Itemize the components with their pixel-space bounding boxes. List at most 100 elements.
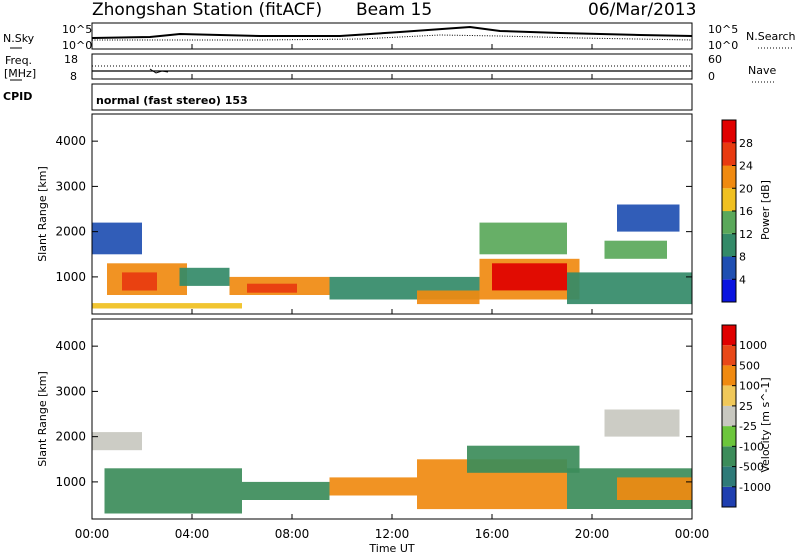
velocity-colorbar-swatch-0 — [722, 486, 736, 507]
xtick-label-0: 00:00 — [75, 527, 110, 541]
velocity-ytick-label-3: 1000 — [55, 475, 86, 489]
beam-title: Beam 15 — [356, 0, 432, 20]
velocity-cb-label-7: -1000 — [739, 481, 771, 494]
power-region-14 — [604, 240, 667, 259]
power-colorbar-swatch-6 — [722, 142, 736, 166]
power-region-4 — [179, 267, 230, 286]
velocity-data — [92, 409, 692, 514]
freq-label-2: [MHz] — [4, 67, 36, 80]
power-cb-label-5: 8 — [739, 251, 746, 264]
power-colorbar-swatch-0 — [722, 279, 736, 303]
power-cb-label-6: 4 — [739, 273, 746, 286]
nsky-tick-top: 10^5 — [62, 23, 92, 36]
velocity-region-1 — [104, 468, 242, 514]
velocity-colorbar: 1000 500 100 25 -25 -100 -500 -1000 — [721, 324, 771, 508]
time-axis-label: Time UT — [368, 542, 414, 554]
velocity-colorbar-swatch-5 — [722, 385, 736, 406]
freq-strip: Freq. [MHz] 18 8 60 0 Nave — [4, 53, 776, 83]
power-colorbar-swatch-7 — [722, 120, 736, 143]
velocity-panel: 4000 3000 2000 1000 Slant Range [km] 1000 50… — [36, 318, 772, 520]
velocity-region-5 — [467, 445, 580, 473]
velocity-cb-label-5: -100 — [739, 440, 764, 453]
velocity-ytick-label-1: 3000 — [55, 384, 86, 398]
velocity-region-3 — [329, 477, 417, 496]
power-colorbar-label: Power [dB] — [759, 180, 772, 240]
nsky-tick-bottom: 10^0 — [62, 39, 92, 52]
cpid-strip: CPID normal (fast stereo) 153 — [3, 83, 693, 111]
power-region-0 — [92, 303, 242, 309]
velocity-colorbar-swatch-8 — [722, 325, 736, 346]
power-region-10 — [492, 263, 567, 291]
velocity-cb-label-6: -500 — [739, 461, 764, 474]
power-ytick-label-1: 3000 — [55, 179, 86, 193]
velocity-colorbar-swatch-6 — [722, 365, 736, 386]
power-colorbar-swatch-3 — [722, 211, 736, 234]
nsearch-label: N.Search — [746, 30, 796, 43]
velocity-region-0 — [92, 432, 142, 451]
power-cb-label-2: 20 — [739, 182, 753, 195]
nsearch-tick-top: 10^5 — [708, 23, 738, 36]
xtick-label-6: 00:00 — [675, 527, 710, 541]
velocity-colorbar-frame — [721, 324, 737, 508]
power-ylabel: Slant Range [km] — [36, 166, 49, 262]
power-region-11 — [479, 222, 567, 255]
velocity-region-7 — [604, 409, 680, 437]
freq-tick-bottom: 8 — [70, 70, 77, 83]
nsearch-tick-bottom: 10^0 — [708, 39, 738, 52]
nsky-label: N.Sky — [3, 32, 35, 45]
power-cb-label-3: 16 — [739, 205, 753, 218]
power-yticks: 4000 3000 2000 1000 — [55, 134, 692, 284]
power-region-6 — [247, 283, 297, 293]
power-data — [92, 204, 692, 309]
xtick-label-1: 04:00 — [175, 527, 210, 541]
power-colorbar-swatch-1 — [722, 256, 736, 280]
power-region-8 — [417, 290, 480, 305]
power-region-1 — [92, 222, 142, 255]
power-cb-label-0: 28 — [739, 137, 753, 150]
nsearch-trace — [92, 34, 693, 41]
velocity-colorbar-label: Velocity [m s^-1] — [759, 377, 772, 472]
power-panel: 4000 3000 2000 1000 Slant Range [km] 28 24 20… — [36, 113, 772, 315]
power-cb-label-4: 12 — [739, 228, 753, 241]
power-ytick-label-3: 1000 — [55, 270, 86, 284]
xtick-label-3: 12:00 — [375, 527, 410, 541]
nsky-strip: N.Sky 10^5 10^0 10^5 10^0 N.Search — [3, 22, 796, 52]
power-colorbar: 28 24 20 16 12 8 4 — [721, 119, 753, 303]
cpid-label: CPID — [3, 90, 32, 103]
nave-label: Nave — [748, 64, 776, 77]
power-colorbar-swatch-5 — [722, 165, 736, 189]
xtick-label-2: 08:00 — [275, 527, 310, 541]
velocity-cb-label-0: 1000 — [739, 339, 767, 352]
velocity-cb-label-3: 25 — [739, 400, 753, 413]
nave-tick-top: 60 — [708, 53, 722, 66]
nsky-trace — [91, 25, 693, 39]
velocity-ytick-label-2: 2000 — [55, 430, 86, 444]
station-title: Zhongshan Station (fitACF) — [92, 0, 322, 20]
power-colorbar-swatch-2 — [722, 233, 736, 257]
velocity-cb-label-4: -25 — [739, 420, 757, 433]
power-ytick-label-0: 4000 — [55, 134, 86, 148]
velocity-region-2 — [242, 481, 330, 500]
cpid-value: normal (fast stereo) 153 — [96, 94, 248, 107]
power-region-3 — [122, 272, 157, 291]
cpid-frame — [91, 83, 693, 111]
power-ytick-label-2: 2000 — [55, 225, 86, 239]
xtick-label-4: 16:00 — [475, 527, 510, 541]
velocity-ytick-label-0: 4000 — [55, 339, 86, 353]
power-region-13 — [617, 204, 680, 232]
freq-dip — [149, 68, 169, 74]
power-region-12 — [567, 272, 692, 305]
velocity-colorbar-swatch-3 — [722, 426, 736, 447]
power-colorbar-swatch-4 — [722, 188, 736, 212]
date-title: 06/Mar/2013 — [588, 0, 696, 20]
velocity-yticks: 4000 3000 2000 1000 — [55, 339, 692, 489]
nave-tick-bottom: 0 — [708, 70, 715, 83]
xtick-label-5: 20:00 — [575, 527, 610, 541]
velocity-colorbar-swatch-7 — [722, 345, 736, 366]
velocity-colorbar-swatch-2 — [722, 446, 736, 467]
velocity-colorbar-swatch-4 — [722, 405, 736, 427]
time-axis-ticks: 00:00 04:00 08:00 12:00 16:00 20:00 00:00 — [75, 44, 710, 541]
velocity-cb-label-1: 500 — [739, 359, 760, 372]
freq-label-1: Freq. — [5, 54, 32, 67]
